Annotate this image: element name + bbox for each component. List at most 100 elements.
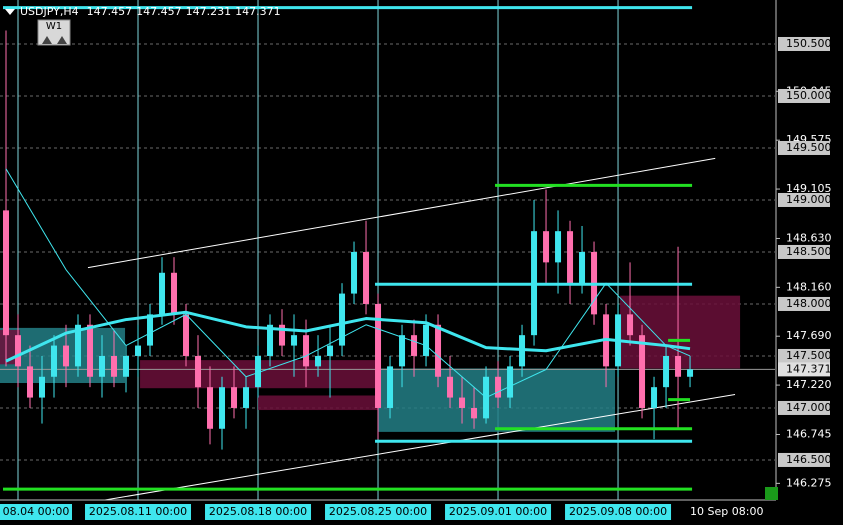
candle-body xyxy=(267,324,274,356)
candle-body xyxy=(111,355,118,377)
quote-high: 147.457 xyxy=(136,5,182,18)
level-box xyxy=(778,452,830,467)
candle-body xyxy=(195,355,202,388)
level-box xyxy=(778,192,830,207)
candle-body xyxy=(183,314,190,356)
candle-body xyxy=(579,251,586,284)
x-tick-box xyxy=(565,504,672,520)
candle-body xyxy=(87,324,94,377)
collapse-icon[interactable] xyxy=(5,9,15,15)
candle-body xyxy=(675,355,682,377)
y-tick-label: 149.105 xyxy=(786,182,832,195)
status-indicator xyxy=(765,487,778,500)
candle-body xyxy=(159,272,166,315)
x-tick-box xyxy=(205,504,312,520)
candle-body xyxy=(243,387,250,408)
level-label: 148.500 xyxy=(786,245,832,258)
candle-body xyxy=(435,324,442,377)
y-tick-label: 147.220 xyxy=(786,378,832,391)
candle-body xyxy=(651,387,658,408)
candle-body xyxy=(687,369,694,377)
candle-body xyxy=(327,345,334,356)
button-label[interactable]: W1 xyxy=(46,21,62,32)
arrow-up[interactable] xyxy=(57,36,67,44)
candle-body xyxy=(291,335,298,346)
candle-body xyxy=(543,231,550,263)
level-box xyxy=(778,296,830,311)
x-tick-box xyxy=(0,504,72,520)
level-label: 150.500 xyxy=(786,37,832,50)
candle-body xyxy=(15,335,22,367)
candle-body xyxy=(387,366,394,408)
candle-body xyxy=(231,387,238,408)
candle-body xyxy=(471,407,478,419)
quote-open: 147.457 xyxy=(87,5,133,18)
y-tick-label: 146.745 xyxy=(786,427,832,440)
candle-body xyxy=(303,335,310,367)
x-tick-label: 2025.08.11 00:00 xyxy=(89,505,187,518)
quote-low: 147.231 xyxy=(186,5,232,18)
plot-area xyxy=(0,0,775,501)
quote-close: 147.371 xyxy=(235,5,281,18)
candle-body xyxy=(411,335,418,356)
current-price-label: 147.371 xyxy=(786,362,832,375)
level-box xyxy=(778,244,830,259)
level-label: 147.000 xyxy=(786,401,832,414)
candle-body xyxy=(459,397,466,408)
level-label: 149.500 xyxy=(786,141,832,154)
arrow-down[interactable] xyxy=(42,36,52,44)
candle-body xyxy=(147,314,154,346)
price-box xyxy=(778,362,830,377)
level-label: 147.500 xyxy=(786,349,832,362)
level-box xyxy=(778,88,830,103)
x-tick-label: 10 Sep 08:00 xyxy=(690,505,763,518)
candle-body xyxy=(639,335,646,408)
ma-slow xyxy=(5,310,691,363)
candle-body xyxy=(399,335,406,367)
zone xyxy=(258,395,379,411)
candle-body xyxy=(663,355,670,388)
chart-header: USDJPY,H4 147.457 147.457 147.231 147.371 xyxy=(20,5,281,18)
x-tick-box xyxy=(445,504,552,520)
candle-body xyxy=(135,345,142,356)
level-box xyxy=(778,140,830,155)
candle-body xyxy=(495,376,502,398)
candle-body xyxy=(123,355,130,377)
level-label: 149.000 xyxy=(786,193,832,206)
candle-body xyxy=(351,251,358,294)
candle-body xyxy=(363,251,370,304)
candle-body xyxy=(567,231,574,284)
candle-body xyxy=(75,324,82,367)
timeframe-button[interactable]: W1 xyxy=(37,19,71,46)
candle-body xyxy=(171,272,178,315)
level-box xyxy=(778,400,830,415)
candle-body xyxy=(39,376,46,398)
candle-body xyxy=(507,366,514,398)
candle-body xyxy=(375,303,382,408)
symbol: USDJPY,H4 xyxy=(20,5,79,18)
level-box xyxy=(778,348,830,363)
candle-body xyxy=(555,231,562,263)
x-tick-label: 2025.09.01 00:00 xyxy=(449,505,547,518)
y-tick-label: 146.275 xyxy=(786,476,832,489)
candle-body xyxy=(3,210,10,336)
candle-body xyxy=(279,324,286,346)
candle-body xyxy=(447,376,454,398)
y-tick-label: 147.690 xyxy=(786,329,832,342)
candle-body xyxy=(255,355,262,388)
candle-body xyxy=(51,345,58,377)
level-label: 148.000 xyxy=(786,297,832,310)
candle-body xyxy=(627,314,634,336)
x-tick-label: 2025.08.18 00:00 xyxy=(209,505,307,518)
candle-body xyxy=(63,345,70,367)
candle-body xyxy=(99,355,106,377)
y-tick-label: 148.160 xyxy=(786,280,832,293)
level-label: 146.500 xyxy=(786,453,832,466)
trendline xyxy=(104,393,736,501)
x-tick-label: 2025.08.25 00:00 xyxy=(329,505,427,518)
y-tick-label: 148.630 xyxy=(786,231,832,244)
candle-body xyxy=(339,293,346,346)
candle-body xyxy=(315,355,322,367)
